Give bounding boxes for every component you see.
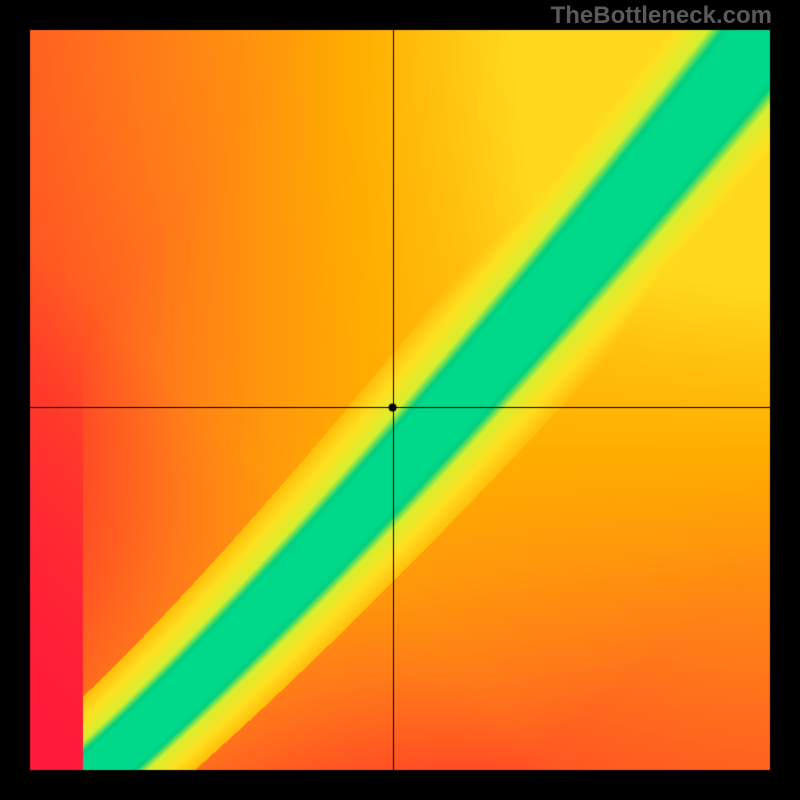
watermark-text: TheBottleneck.com bbox=[551, 2, 772, 30]
chart-container: TheBottleneck.com bbox=[0, 0, 800, 800]
bottleneck-heatmap bbox=[0, 0, 800, 800]
